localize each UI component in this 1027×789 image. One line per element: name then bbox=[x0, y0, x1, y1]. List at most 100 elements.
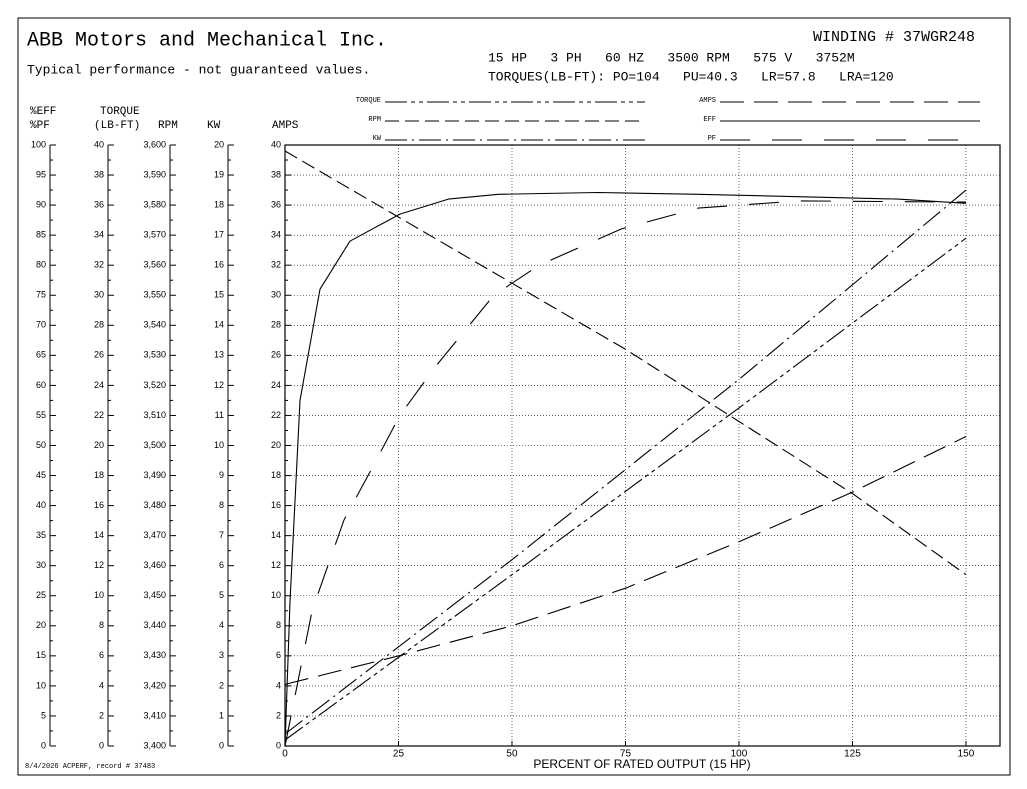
y-tick-label: 34 bbox=[94, 230, 104, 240]
y-tick-label: 80 bbox=[36, 260, 46, 270]
specs: 15 HP 3 PH 60 HZ 3500 RPM 575 V 3752M bbox=[488, 50, 855, 65]
y-tick-label: 70 bbox=[36, 320, 46, 330]
y-tick-label: 35 bbox=[36, 530, 46, 540]
y-tick-label: 3,520 bbox=[143, 380, 166, 390]
y-tick-label: 1 bbox=[219, 710, 224, 720]
legend-label: RPM bbox=[368, 116, 381, 124]
x-tick-label: 50 bbox=[506, 749, 518, 760]
series-line bbox=[284, 200, 967, 747]
y-tick-label: 2 bbox=[99, 710, 104, 720]
series-line bbox=[284, 150, 967, 576]
legend-label: KW bbox=[373, 135, 382, 143]
y-tick-label: 20 bbox=[271, 440, 281, 450]
y-tick-label: 11 bbox=[215, 410, 224, 420]
y-tick-label: 8 bbox=[219, 500, 224, 510]
y-tick-label: 3,560 bbox=[143, 260, 166, 270]
y-tick-label: 19 bbox=[214, 169, 224, 179]
y-tick-label: 45 bbox=[36, 470, 46, 480]
y-tick-label: 9 bbox=[219, 470, 224, 480]
y-axis-label: AMPS bbox=[272, 120, 299, 132]
y-tick-label: 22 bbox=[271, 410, 281, 420]
y-tick-label: 32 bbox=[94, 260, 104, 270]
y-tick-label: 3,460 bbox=[143, 560, 166, 570]
y-tick-label: 3,420 bbox=[143, 680, 166, 690]
x-tick-label: 125 bbox=[844, 749, 861, 760]
y-tick-label: 16 bbox=[214, 260, 224, 270]
y-tick-label: 8 bbox=[99, 620, 104, 630]
y-tick-label: 100 bbox=[31, 139, 46, 149]
y-tick-label: 18 bbox=[271, 470, 281, 480]
y-tick-label: 8 bbox=[276, 620, 281, 630]
y-tick-label: 38 bbox=[94, 169, 104, 179]
y-tick-label: 50 bbox=[36, 440, 46, 450]
y-tick-label: 12 bbox=[214, 380, 224, 390]
y-tick-label: 6 bbox=[276, 650, 281, 660]
y-tick-label: 6 bbox=[219, 560, 224, 570]
winding: WINDING # 37WGR248 bbox=[813, 29, 975, 46]
y-tick-label: 38 bbox=[271, 169, 281, 179]
legend-label: PF bbox=[708, 135, 716, 143]
y-tick-label: 24 bbox=[94, 380, 104, 390]
y-axis-label: %EFF bbox=[30, 106, 56, 118]
y-tick-label: 7 bbox=[219, 530, 224, 540]
y-tick-label: 85 bbox=[36, 230, 46, 240]
frame bbox=[17, 17, 1011, 776]
y-tick-label: 3,400 bbox=[143, 740, 166, 750]
y-tick-label: 34 bbox=[271, 230, 281, 240]
series-line bbox=[284, 436, 967, 685]
y-tick-label: 60 bbox=[36, 380, 46, 390]
y-tick-label: 20 bbox=[214, 139, 224, 149]
y-tick-label: 17 bbox=[214, 230, 224, 240]
y-tick-label: 3,450 bbox=[143, 590, 166, 600]
legend-label: TORQUE bbox=[356, 97, 381, 105]
y-tick-label: 18 bbox=[214, 199, 224, 209]
y-tick-label: 3,440 bbox=[143, 620, 166, 630]
series-line bbox=[284, 237, 967, 741]
y-tick-label: 0 bbox=[219, 740, 224, 750]
y-tick-label: 3 bbox=[219, 650, 224, 660]
y-tick-label: 3,580 bbox=[143, 199, 166, 209]
y-tick-label: 5 bbox=[219, 590, 224, 600]
y-tick-label: 18 bbox=[94, 470, 104, 480]
y-tick-label: 0 bbox=[99, 740, 104, 750]
y-tick-label: 6 bbox=[99, 650, 104, 660]
y-tick-label: 4 bbox=[276, 680, 281, 690]
y-tick-label: 26 bbox=[271, 350, 281, 360]
y-axis-label: RPM bbox=[158, 120, 178, 132]
y-tick-label: 2 bbox=[219, 680, 224, 690]
y-tick-label: 65 bbox=[36, 350, 46, 360]
y-tick-label: 22 bbox=[94, 410, 104, 420]
y-tick-label: 30 bbox=[36, 560, 46, 570]
y-tick-label: 25 bbox=[36, 590, 46, 600]
y-tick-label: 4 bbox=[99, 680, 104, 690]
y-tick-label: 3,500 bbox=[143, 440, 166, 450]
y-tick-label: 16 bbox=[94, 500, 104, 510]
y-tick-label: 13 bbox=[214, 350, 224, 360]
y-tick-label: 75 bbox=[36, 290, 46, 300]
y-axis-label: (LB-FT) bbox=[94, 120, 140, 132]
y-tick-label: 10 bbox=[214, 440, 224, 450]
x-tick-label: 100 bbox=[731, 749, 748, 760]
y-tick-label: 2 bbox=[276, 710, 281, 720]
x-tick-label: 0 bbox=[282, 749, 288, 760]
y-tick-label: 20 bbox=[94, 440, 104, 450]
y-tick-label: 3,540 bbox=[143, 320, 166, 330]
y-tick-label: 40 bbox=[36, 500, 46, 510]
y-tick-label: 14 bbox=[214, 320, 224, 330]
y-tick-label: 3,510 bbox=[143, 410, 166, 420]
y-axis-label: TORQUE bbox=[100, 106, 140, 118]
x-axis-label: PERCENT OF RATED OUTPUT (15 HP) bbox=[533, 757, 750, 771]
y-tick-label: 36 bbox=[94, 199, 104, 209]
y-tick-label: 14 bbox=[271, 530, 281, 540]
y-tick-label: 10 bbox=[36, 680, 46, 690]
y-tick-label: 26 bbox=[94, 350, 104, 360]
y-tick-label: 14 bbox=[94, 530, 104, 540]
y-tick-label: 3,470 bbox=[143, 530, 166, 540]
y-tick-label: 30 bbox=[94, 290, 104, 300]
y-tick-label: 0 bbox=[41, 740, 46, 750]
y-tick-label: 40 bbox=[271, 139, 281, 149]
y-tick-label: 40 bbox=[94, 139, 104, 149]
y-tick-label: 16 bbox=[271, 500, 281, 510]
y-tick-label: 55 bbox=[36, 410, 46, 420]
y-tick-label: 90 bbox=[36, 199, 46, 209]
